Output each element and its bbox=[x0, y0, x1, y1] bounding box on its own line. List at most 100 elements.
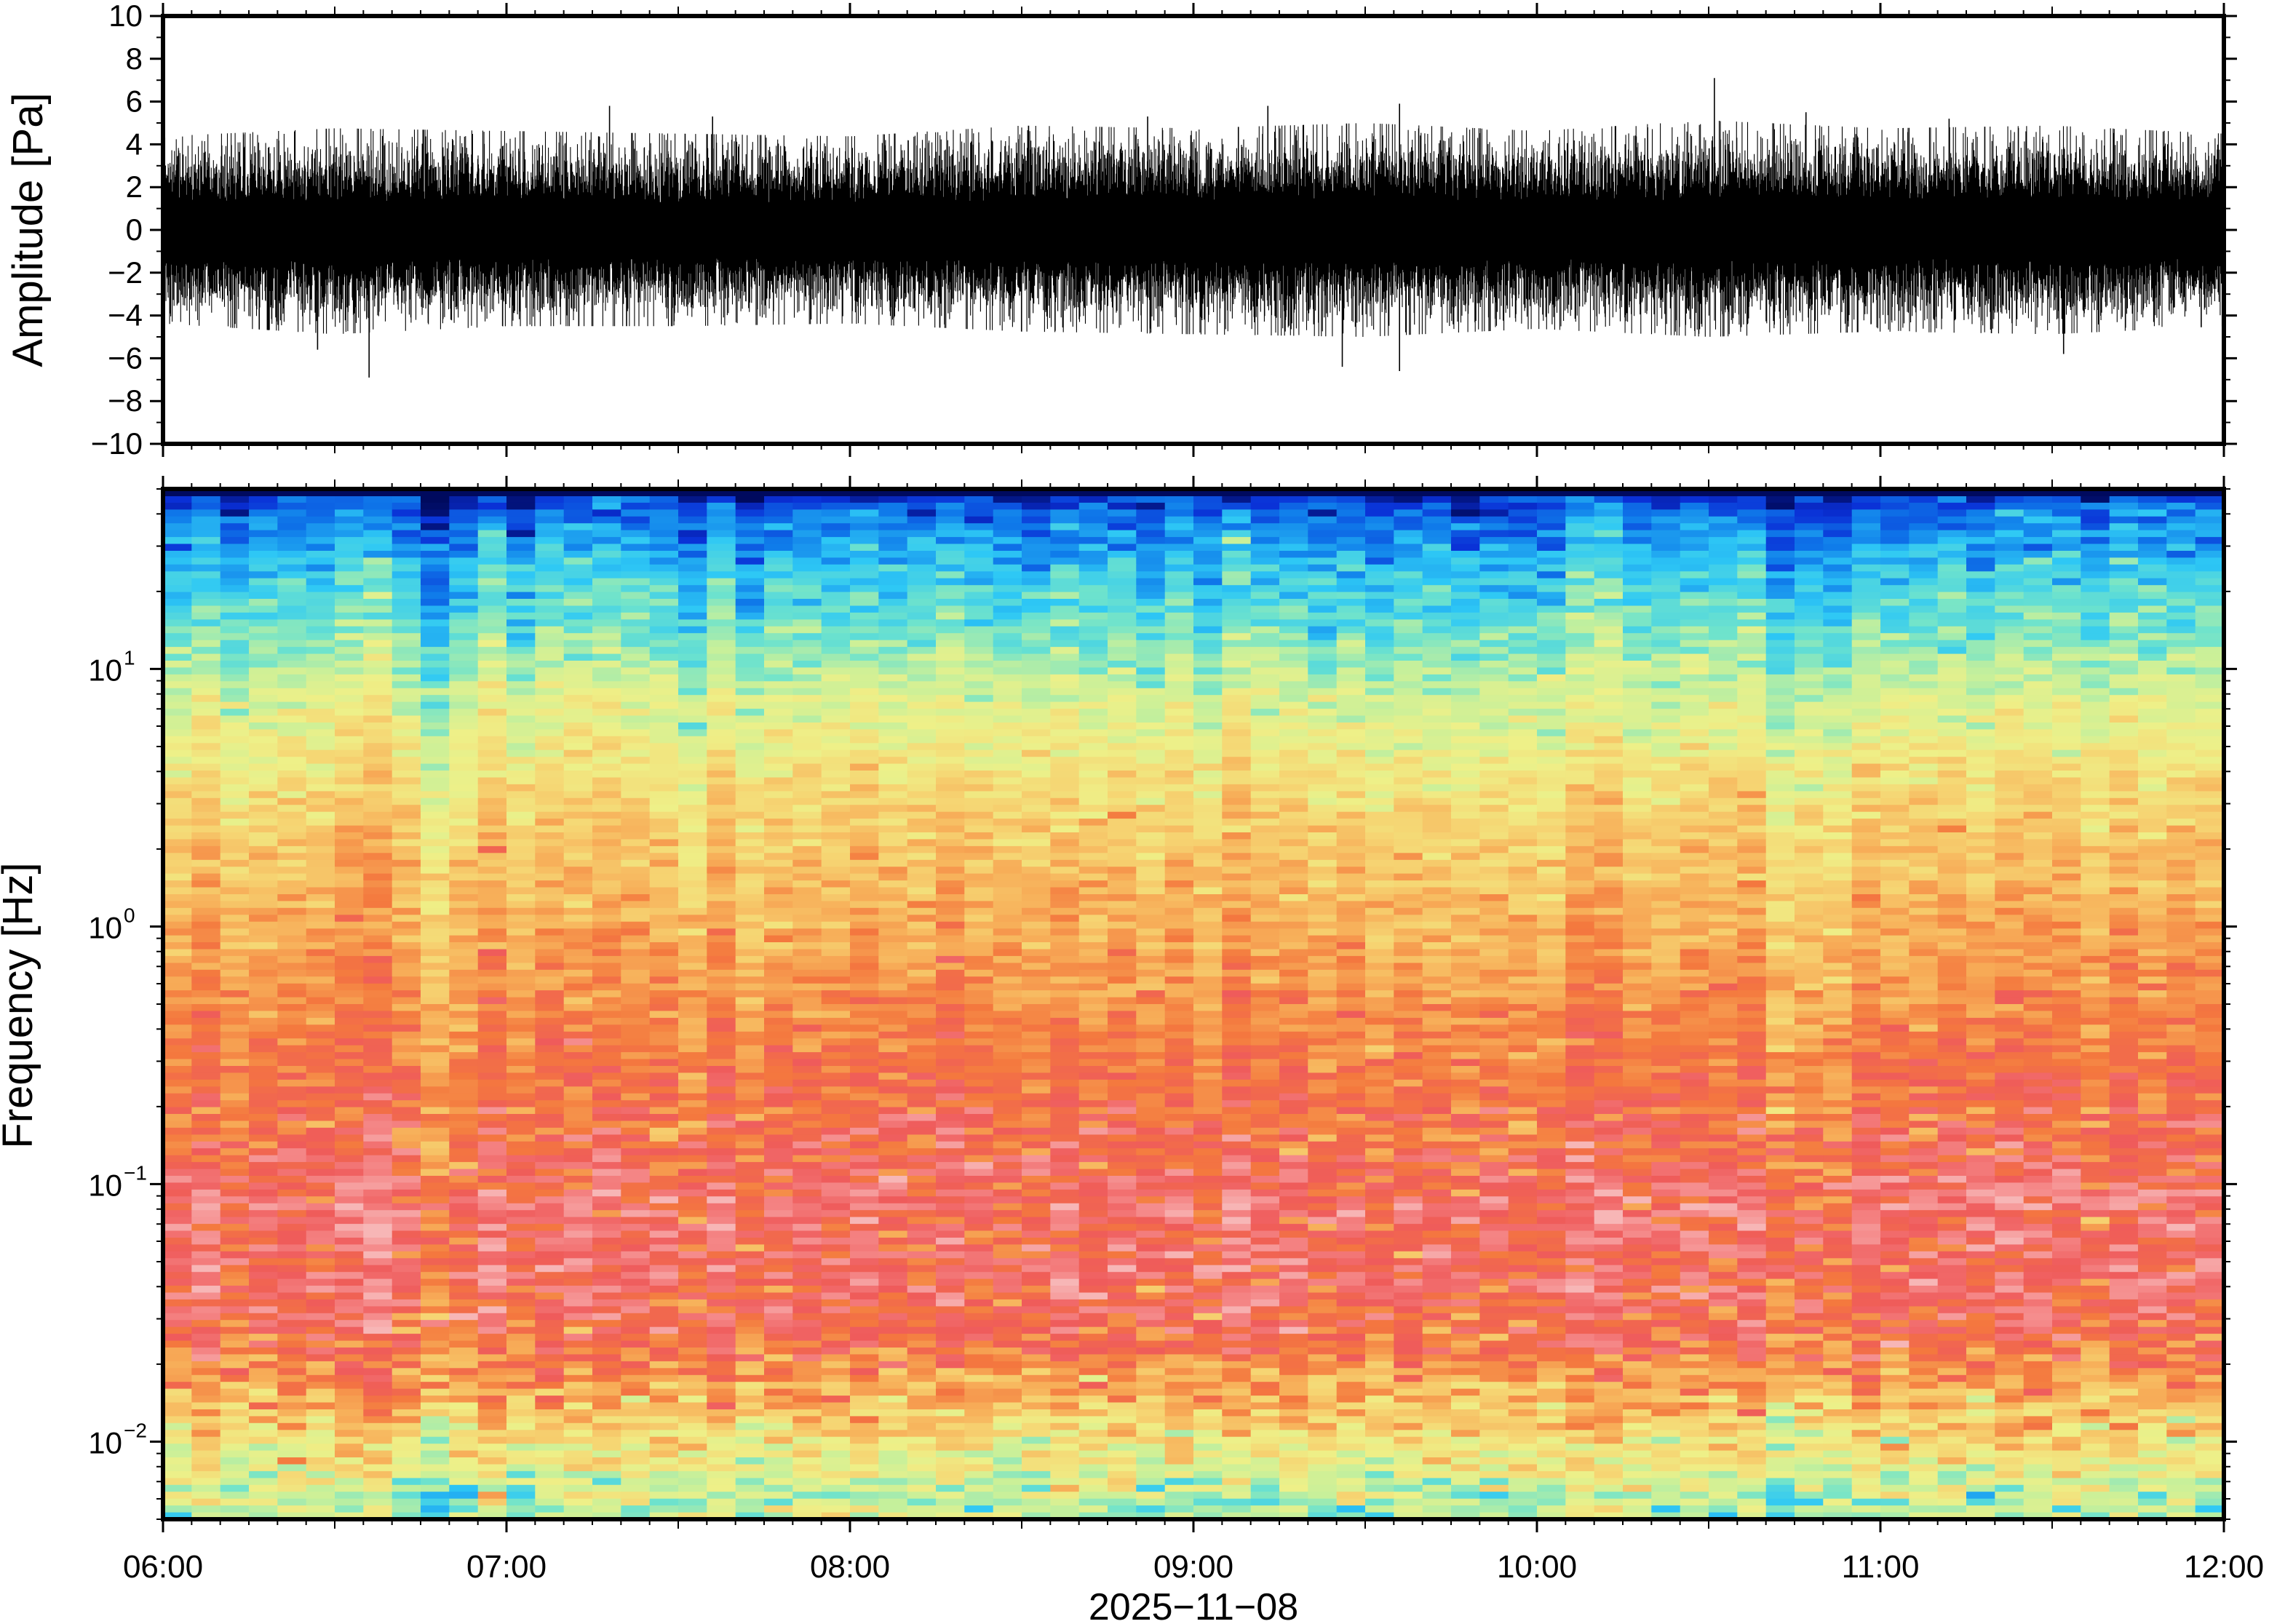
spectrogram-cell bbox=[1078, 935, 1108, 943]
spectrogram-cell bbox=[1479, 901, 1509, 909]
spectrogram-cell bbox=[1078, 709, 1108, 717]
spectrogram-cell bbox=[936, 709, 966, 717]
spectrogram-cell bbox=[1479, 880, 1509, 888]
spectrogram-cell bbox=[1451, 502, 1481, 511]
spectrogram-cell bbox=[1765, 537, 1795, 545]
spectrogram-cell bbox=[392, 777, 421, 785]
spectrogram-cell bbox=[1651, 811, 1681, 819]
spectrogram-cell bbox=[335, 867, 365, 875]
spectrogram-cell bbox=[163, 797, 193, 805]
spectrogram-cell bbox=[392, 715, 421, 723]
spectrogram-cell bbox=[1508, 736, 1538, 744]
spectrogram-cell bbox=[1851, 667, 1881, 675]
spectrogram-cell bbox=[1937, 819, 1967, 827]
spectrogram-cell bbox=[1479, 571, 1509, 579]
spectrogram-cell bbox=[1565, 839, 1595, 847]
spectrogram-cell bbox=[2195, 832, 2224, 840]
spectrogram-cell bbox=[1050, 921, 1080, 929]
spectrogram-cell bbox=[335, 551, 365, 559]
spectrogram-cell bbox=[1537, 509, 1567, 517]
spectrogram-cell bbox=[649, 763, 679, 771]
spectrogram-cell bbox=[506, 791, 536, 799]
spectrogram-cell bbox=[1594, 757, 1624, 765]
spectrogram-cell bbox=[1594, 502, 1624, 511]
spectrogram-cell bbox=[477, 661, 507, 669]
spectrogram-cell bbox=[936, 667, 966, 675]
spectrogram-cell bbox=[249, 585, 279, 593]
spectrogram-cell bbox=[678, 915, 708, 923]
spectrogram-cell bbox=[649, 578, 679, 586]
spectrogram-cell bbox=[1108, 701, 1137, 709]
spectrogram-cell bbox=[649, 674, 679, 682]
spectrogram-cell bbox=[249, 551, 279, 559]
spectrogram-cell bbox=[936, 695, 966, 703]
spectrogram-cell bbox=[363, 736, 393, 744]
spectrogram-cell bbox=[1594, 709, 1624, 717]
spectrogram-cell bbox=[306, 771, 335, 779]
spectrogram-cell bbox=[563, 667, 593, 675]
spectrogram-cell bbox=[1508, 811, 1538, 819]
spectrogram-cell bbox=[1250, 640, 1280, 648]
spectrogram-cell bbox=[1680, 544, 1709, 552]
spectrogram-cell bbox=[1995, 763, 2024, 771]
spectrogram-cell bbox=[363, 811, 393, 819]
spectrogram-cell bbox=[1537, 502, 1567, 511]
spectrogram-cell bbox=[421, 942, 450, 950]
spectrogram-cell bbox=[249, 557, 279, 565]
spectrogram-cell bbox=[1193, 901, 1223, 909]
spectrogram-cell bbox=[1050, 784, 1080, 792]
spectrogram-cell bbox=[1078, 612, 1108, 621]
spectrogram-cell bbox=[306, 626, 335, 634]
spectrogram-cell bbox=[1851, 771, 1881, 779]
spectrogram-cell bbox=[163, 845, 193, 854]
spectrogram-cell bbox=[936, 585, 966, 593]
spectrogram-cell bbox=[1136, 592, 1166, 600]
spectrogram-cell bbox=[1737, 681, 1767, 689]
spectrogram-cell bbox=[1937, 825, 1967, 833]
spectrogram-cell bbox=[1680, 509, 1709, 517]
spectrogram-cell bbox=[1108, 797, 1137, 805]
spectrogram-cell bbox=[1623, 771, 1653, 779]
spectrogram-cell bbox=[907, 633, 937, 641]
spectrogram-cell bbox=[2109, 667, 2139, 675]
spectrogram-cell bbox=[1880, 797, 1910, 805]
spectrogram-cell bbox=[449, 585, 479, 593]
spectrogram-cell bbox=[220, 839, 250, 847]
spectrogram-cell bbox=[477, 805, 507, 813]
spectrogram-cell bbox=[850, 571, 880, 579]
spectrogram-cell bbox=[1022, 599, 1052, 607]
spectrogram-cell bbox=[1937, 743, 1967, 751]
spectrogram-cell bbox=[392, 633, 421, 641]
spectrogram-cell bbox=[421, 681, 450, 689]
spectrogram-cell bbox=[1909, 763, 1939, 771]
spectrogram-cell bbox=[850, 736, 880, 744]
spectrogram-cell bbox=[277, 845, 307, 854]
spectrogram-cell bbox=[1164, 867, 1194, 875]
spectrogram-cell bbox=[1193, 749, 1223, 757]
spectrogram-cell bbox=[1164, 599, 1194, 607]
spectrogram-cell bbox=[621, 743, 651, 751]
spectrogram-cell bbox=[2081, 605, 2110, 613]
spectrogram-cell bbox=[2109, 907, 2139, 915]
spectrogram-cell bbox=[1164, 571, 1194, 579]
spectrogram-cell bbox=[1966, 619, 1996, 627]
spectrogram-cell bbox=[964, 819, 994, 827]
spectrogram-cell bbox=[1508, 599, 1538, 607]
spectrogram-cell bbox=[993, 763, 1022, 771]
spectrogram-cell bbox=[1279, 544, 1309, 552]
spectrogram-cell bbox=[792, 585, 822, 593]
spectrogram-cell bbox=[1937, 928, 1967, 936]
spectrogram-cell bbox=[1479, 647, 1509, 655]
spectrogram-cell bbox=[707, 667, 736, 675]
spectrogram-cell bbox=[1422, 723, 1452, 731]
spectrogram-cell bbox=[249, 867, 279, 875]
spectrogram-cell bbox=[850, 777, 880, 785]
spectrogram-cell bbox=[249, 647, 279, 655]
spectrogram-cell bbox=[2109, 791, 2139, 799]
spectrogram-cell bbox=[1422, 688, 1452, 696]
spectrogram-cell bbox=[1995, 757, 2024, 765]
spectrogram-cell bbox=[936, 516, 966, 524]
spectrogram-cell bbox=[878, 723, 908, 731]
spectrogram-cell bbox=[506, 551, 536, 559]
spectrogram-cell bbox=[277, 701, 307, 709]
